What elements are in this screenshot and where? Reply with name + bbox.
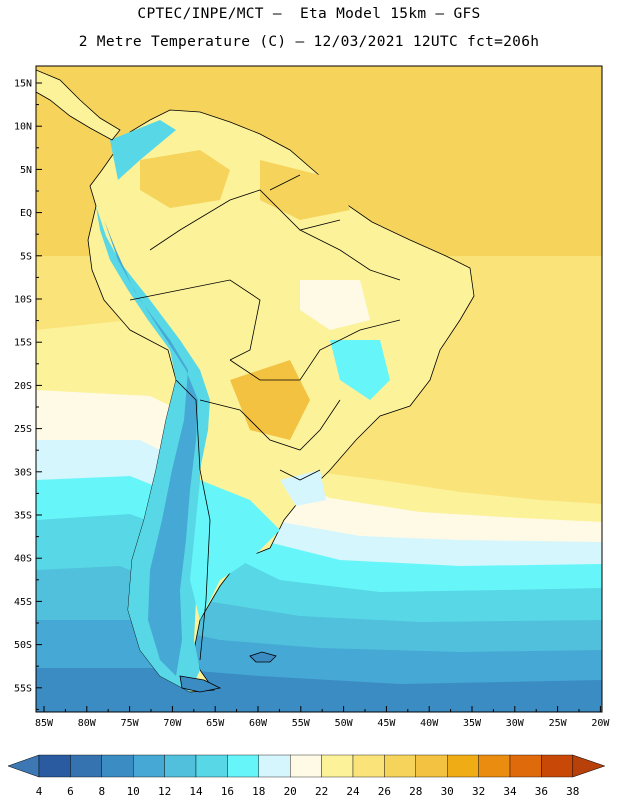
lat-label: 35S — [14, 511, 32, 522]
colorbar-high-arrow — [572, 754, 606, 778]
colorbar-swatch — [447, 754, 479, 778]
lat-label: 15S — [14, 338, 32, 349]
colorbar-label: 34 — [503, 785, 517, 798]
patagonia-cool — [190, 480, 280, 620]
colorbar-swatch — [321, 754, 354, 778]
lon-label: 85W — [35, 718, 54, 729]
lon-label: 60W — [249, 718, 268, 729]
colorbar-label: 26 — [378, 785, 391, 798]
lat-label: 25S — [14, 424, 32, 435]
lon-label: 80W — [78, 718, 97, 729]
colorbar-label: 16 — [221, 785, 234, 798]
falkland-islands — [249, 651, 277, 663]
warm-patch-colombia — [140, 150, 230, 208]
lat-label: 15N — [14, 79, 32, 90]
colorbar-label: 32 — [472, 785, 485, 798]
lat-label: EQ — [20, 208, 32, 219]
colorbar-label: 6 — [67, 785, 74, 798]
colorbar-label: 24 — [346, 785, 360, 798]
lat-label: 10S — [14, 295, 32, 306]
mild-patch-central — [300, 280, 370, 330]
lat-label: 50S — [14, 640, 32, 651]
colorbar-label: 28 — [409, 785, 422, 798]
colorbar-swatch — [541, 754, 574, 778]
colorbar-swatch — [227, 754, 259, 778]
colorbar-label: 8 — [98, 785, 105, 798]
colorbar-swatch — [101, 754, 134, 778]
warm-patch-guianas — [260, 160, 350, 220]
colorbar-swatch — [195, 754, 228, 778]
colorbar-low-arrow — [7, 754, 40, 778]
central-america-land — [36, 69, 121, 141]
colorbar-label: 10 — [127, 785, 140, 798]
colorbar: 4 6 8 10 12 14 16 18 20 22 24 26 28 30 32 34 36 38 — [7, 754, 606, 798]
lon-label: 55W — [292, 718, 311, 729]
lat-label: 40S — [14, 554, 32, 565]
lon-label: 25W — [549, 718, 568, 729]
colorbar-label: 20 — [284, 785, 297, 798]
colorbar-label: 14 — [189, 785, 203, 798]
uruguay-cool — [280, 470, 326, 506]
lon-label: 45W — [377, 718, 396, 729]
colorbar-swatch — [132, 754, 165, 778]
chart-subtitle: 2 Metre Temperature (C) – 12/03/2021 12U… — [78, 34, 540, 50]
colorbar-label: 4 — [36, 785, 43, 798]
brazil-highlands-cool — [330, 340, 390, 400]
colorbar-swatch — [352, 754, 385, 778]
colorbar-swatch — [38, 754, 71, 778]
andes-core — [104, 220, 198, 676]
colorbar-label: 30 — [441, 785, 454, 798]
colorbar-swatch — [258, 754, 291, 778]
tierra-del-fuego — [179, 675, 222, 693]
lon-label: 20W — [591, 718, 610, 729]
colorbar-swatch — [384, 754, 416, 778]
lon-label: 70W — [163, 718, 182, 729]
lat-label: 20S — [14, 381, 32, 392]
map-frame — [35, 65, 603, 713]
lon-label: 35W — [463, 718, 482, 729]
colorbar-label: 38 — [566, 785, 579, 798]
northern-andes-cool — [110, 120, 176, 180]
axis-ticks: 15N 10N 5N EQ 5S 10S 15S 20S 25S 30S 35S 40S 45S 50S 5… — [14, 79, 610, 730]
lat-label: 5S — [20, 251, 32, 262]
lat-label: 30S — [14, 467, 32, 478]
temperature-field — [36, 66, 602, 712]
colorbar-label: 36 — [535, 785, 548, 798]
colorbar-swatch — [478, 754, 511, 778]
colorbar-label: 12 — [158, 785, 171, 798]
colorbar-swatch — [164, 754, 197, 778]
colorbar-label: 22 — [315, 785, 328, 798]
lat-label: 55S — [14, 683, 32, 694]
lon-label: 65W — [206, 718, 225, 729]
lat-label: 5N — [20, 165, 32, 176]
lon-label: 40W — [420, 718, 439, 729]
chart-title: CPTEC/INPE/MCT – Eta Model 15km – GFS — [137, 6, 481, 22]
lon-label: 50W — [335, 718, 354, 729]
colorbar-label: 18 — [252, 785, 265, 798]
colorbar-swatch — [509, 754, 542, 778]
lat-label: 45S — [14, 597, 32, 608]
lon-label: 30W — [506, 718, 525, 729]
country-borders — [129, 174, 401, 661]
colorbar-swatch — [415, 754, 448, 778]
lat-label: 10N — [14, 122, 32, 133]
lon-label: 75W — [121, 718, 140, 729]
colorbar-swatch — [70, 754, 103, 778]
colorbar-swatch — [290, 754, 322, 778]
